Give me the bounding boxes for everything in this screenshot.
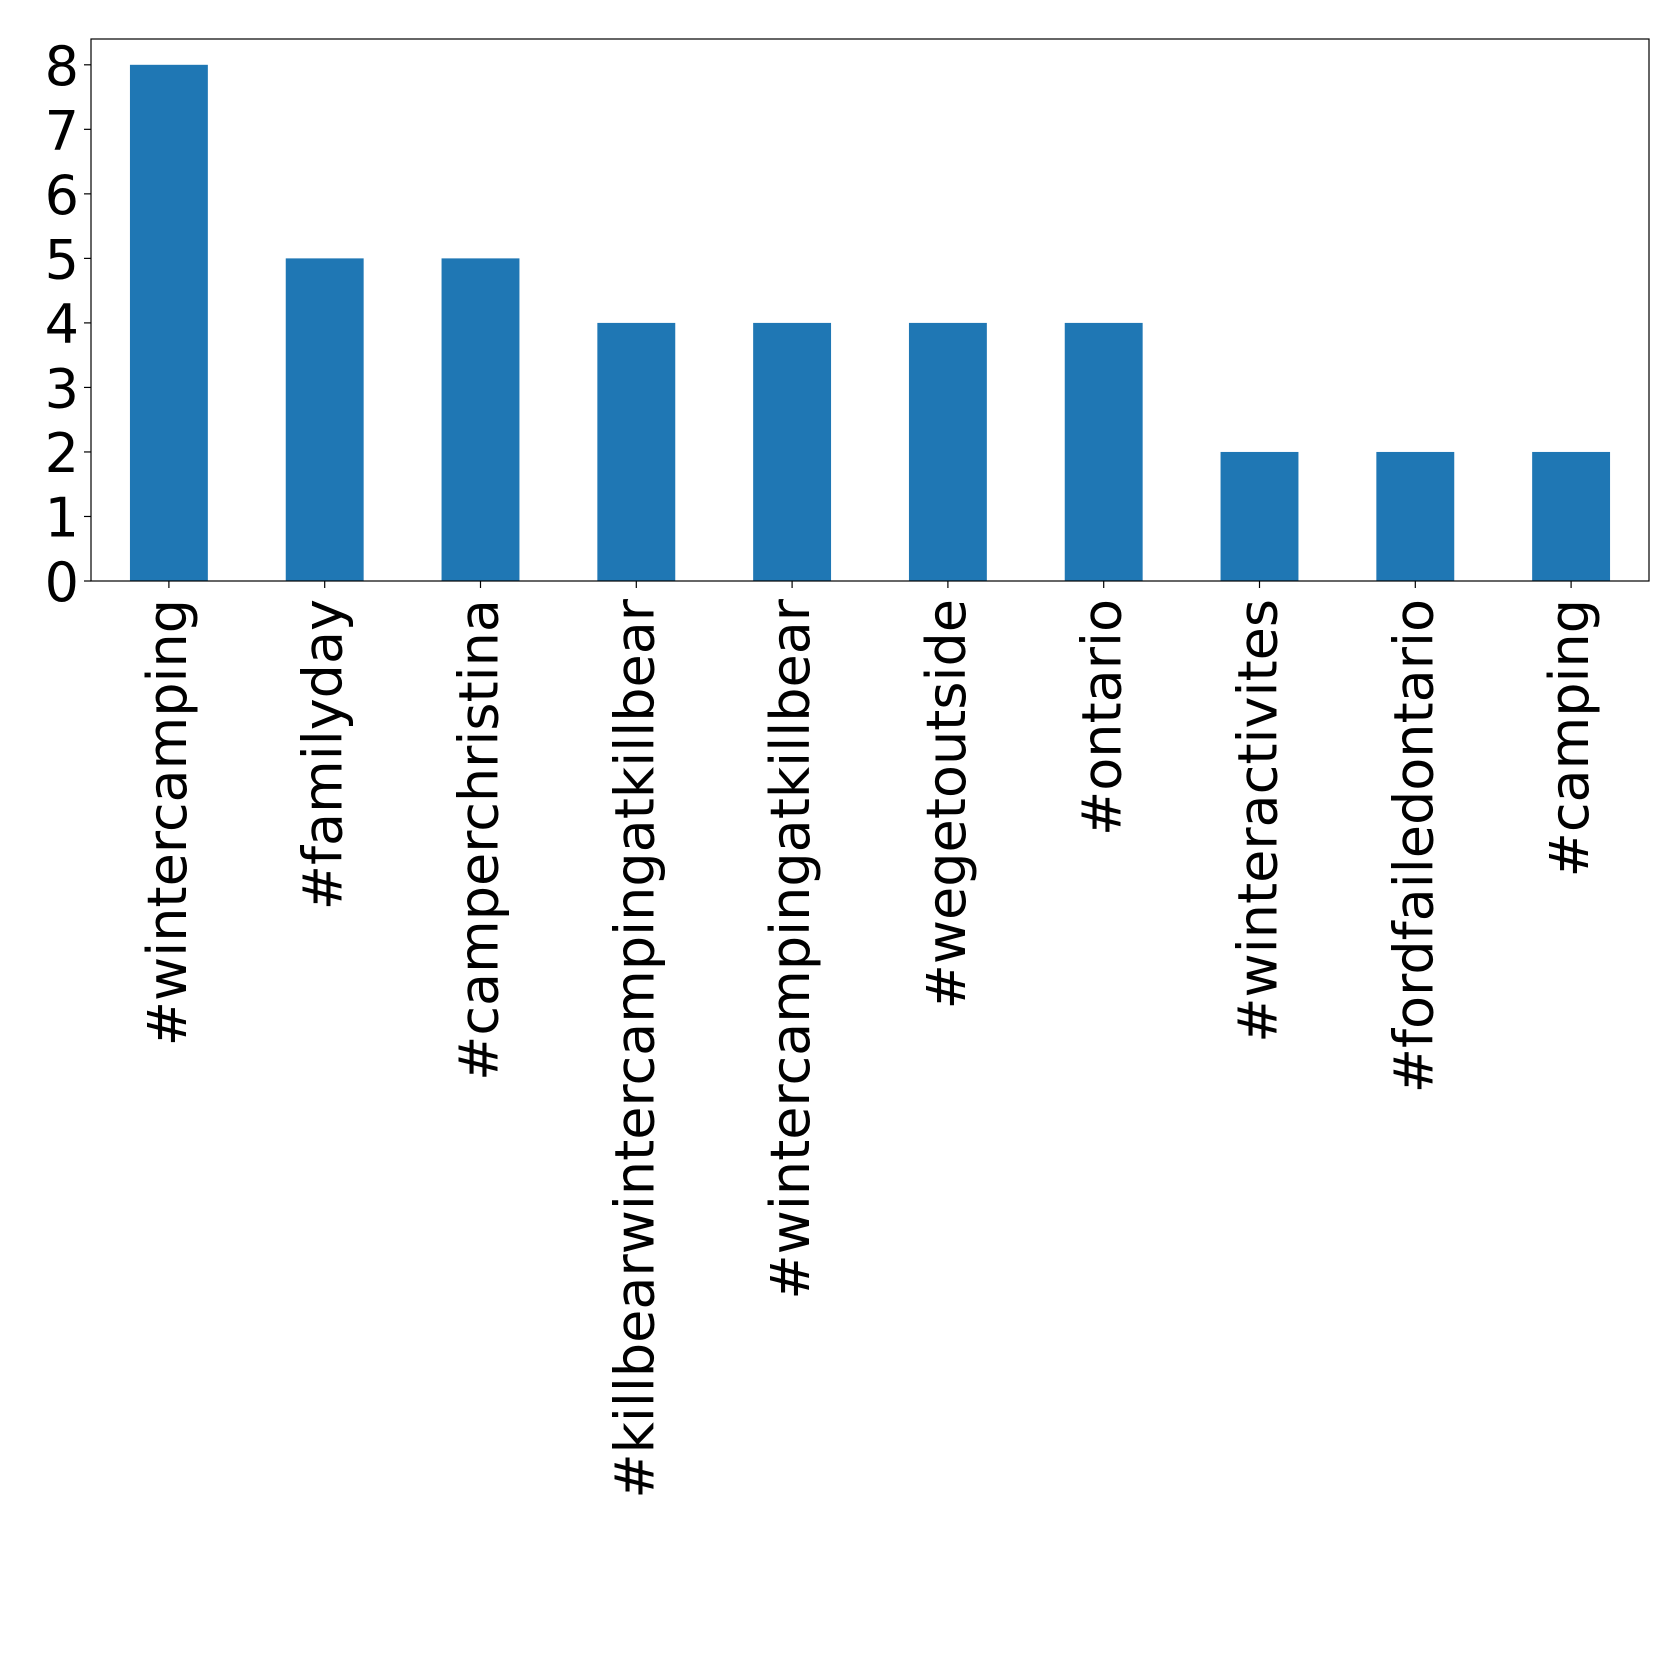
- bar-1: [285, 258, 364, 581]
- x-axis: #wintercamping #familyday #camperchristina…: [136, 581, 1601, 1499]
- bar-5: [908, 322, 987, 581]
- y-tick-label: 4: [45, 293, 79, 356]
- bar-6: [1064, 322, 1143, 581]
- y-tick-label: 6: [45, 164, 79, 227]
- x-tick-label: #ontario: [1071, 599, 1134, 836]
- bar-2: [441, 258, 520, 581]
- y-tick-label: 1: [45, 486, 79, 549]
- bar-0: [129, 64, 208, 582]
- bar-4: [753, 322, 832, 581]
- y-tick-label: 2: [45, 422, 79, 485]
- bar-3: [597, 322, 676, 581]
- y-tick-label: 3: [45, 357, 79, 420]
- x-tick-label: #fordfailedontario: [1382, 599, 1445, 1093]
- bar-8: [1376, 451, 1455, 581]
- x-tick-label: #camping: [1538, 599, 1601, 877]
- y-tick-label: 0: [45, 551, 79, 614]
- y-tick-label: 8: [45, 35, 79, 98]
- bar-9: [1532, 451, 1611, 581]
- y-tick-label: 5: [45, 228, 79, 291]
- x-tick-label: #wintercamping: [136, 599, 199, 1046]
- plot-frame: [90, 38, 1650, 582]
- x-tick-label: #camperchristina: [448, 599, 511, 1081]
- x-tick-label: #killbearwintercampingatkillbear: [603, 598, 666, 1498]
- x-tick-label: #wegetoutside: [915, 599, 978, 1009]
- bar-7: [1220, 451, 1299, 581]
- x-tick-label: #familyday: [292, 599, 355, 910]
- x-tick-label: #winteractivites: [1227, 599, 1290, 1043]
- x-tick-label: #wintercampingatkillbear: [759, 598, 822, 1299]
- bars-group: [129, 64, 1611, 582]
- y-tick-label: 7: [45, 99, 79, 162]
